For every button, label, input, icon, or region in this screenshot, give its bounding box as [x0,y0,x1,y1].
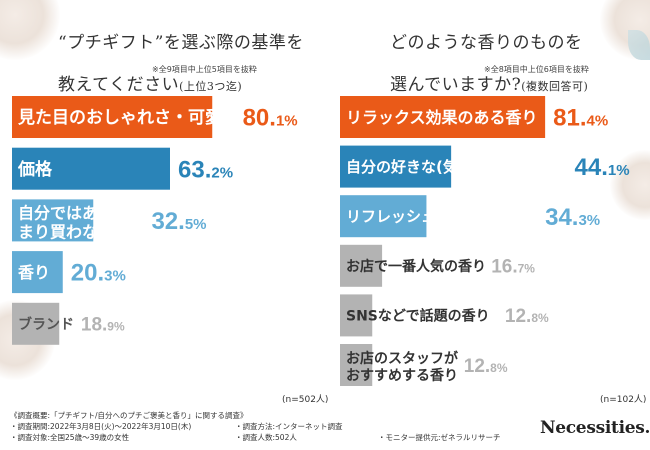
value-label-right-2: 44.1% [575,154,630,181]
bar-label-left-2: 価格 [17,159,53,180]
left-title-line1: “プチギフト”を選ぶ際の基準を [58,33,304,53]
bar-label-left-1: 見た目のおしゃれさ・可愛さ [17,107,239,128]
value-label-left-2: 63.2% [178,156,233,183]
value-label-left-3: 32.5% [151,208,206,235]
bar-label-left-3-line2: まり買わないもの [18,222,146,241]
bar-label-right-6-line2: おすすめする香り [346,367,458,384]
bar-label-right-5: SNSなどで話題の香り [346,307,490,324]
left-title-line2: 教えてください(上位3つ迄) [58,75,304,97]
survey-target: ・調査対象:全国25歳〜39歳の女性 [10,433,130,442]
value-label-left-4: 20.3% [71,260,126,287]
right-title-line1: どのような香りのものを [390,33,583,53]
value-label-left-1: 80.1% [243,105,298,132]
survey-method: ・調査方法:インターネット調査 [235,422,343,431]
survey-period: ・調査期間:2022年3月8日(火)〜2022年3月10日(木) [10,422,192,431]
value-label-right-3: 34.3% [545,204,600,231]
leaf-decoration-top-right [628,30,650,60]
bar-label-right-2: 自分の好きな(気に入った)香り [346,158,555,176]
left-title-sub: (上位3つ迄) [179,80,243,93]
bar-label-left-5: ブランド [18,316,74,333]
bar-label-right-6-line1: お店のスタッフが [346,350,459,367]
bar-right-5 [340,294,373,337]
bar-label-right-1: リラックス効果のある香り [346,108,538,127]
bar-right-3 [340,195,427,238]
left-sample-size: (n=502人) [282,395,329,405]
bar-left-1 [12,96,213,138]
bar-right-2 [340,145,452,188]
right-chart-title: どのような香りのものを 選んでいますか?(複数回答可) [390,12,588,118]
survey-heading: 《調査概要:「プチギフト/自分へのプチご褒美と香り」に関する調査》 [10,411,248,420]
bar-right-1 [340,96,546,138]
bar-right-4 [340,244,383,287]
bar-label-right-4: お店で一番人気の香り [346,258,486,275]
bar-label-left-4: 香り [17,263,50,282]
survey-provider: ・モニター提供元:ゼネラルリサーチ [378,433,501,442]
right-title-line2: 選んでいますか?(複数回答可) [390,75,588,97]
right-chart-note: ※全8項目中上位6項目を抜粋 [484,65,589,74]
value-label-left-5: 18.9% [81,315,125,336]
right-title-sub: (複数回答可) [521,80,589,93]
value-label-right-5: 12.8% [505,306,549,327]
left-title-line2-main: 教えてください [58,75,180,95]
survey-count: ・調査人数:502人 [235,433,297,442]
value-label-right-1: 81.4% [553,105,608,132]
bar-left-4 [12,251,63,294]
bar-label-right-3: リフレッシュ効果のある香り [346,208,541,226]
bar-left-5 [12,302,60,345]
bar-right-6 [340,344,373,386]
left-chart-note: ※全9項目中上位5項目を抜粋 [152,65,257,74]
right-title-line2-main: 選んでいますか? [390,75,522,95]
bar-left-3 [12,199,94,242]
bar-left-2 [12,147,170,190]
value-label-right-6: 12.8% [464,356,508,377]
right-sample-size: (n=102人) [600,395,647,405]
left-chart-title: “プチギフト”を選ぶ際の基準を 教えてください(上位3つ迄) [58,12,304,118]
brand-logo: Necessities. [540,418,650,438]
bar-label-left-3-line1: 自分ではあ [18,203,98,222]
value-label-right-4: 16.7% [491,257,535,278]
